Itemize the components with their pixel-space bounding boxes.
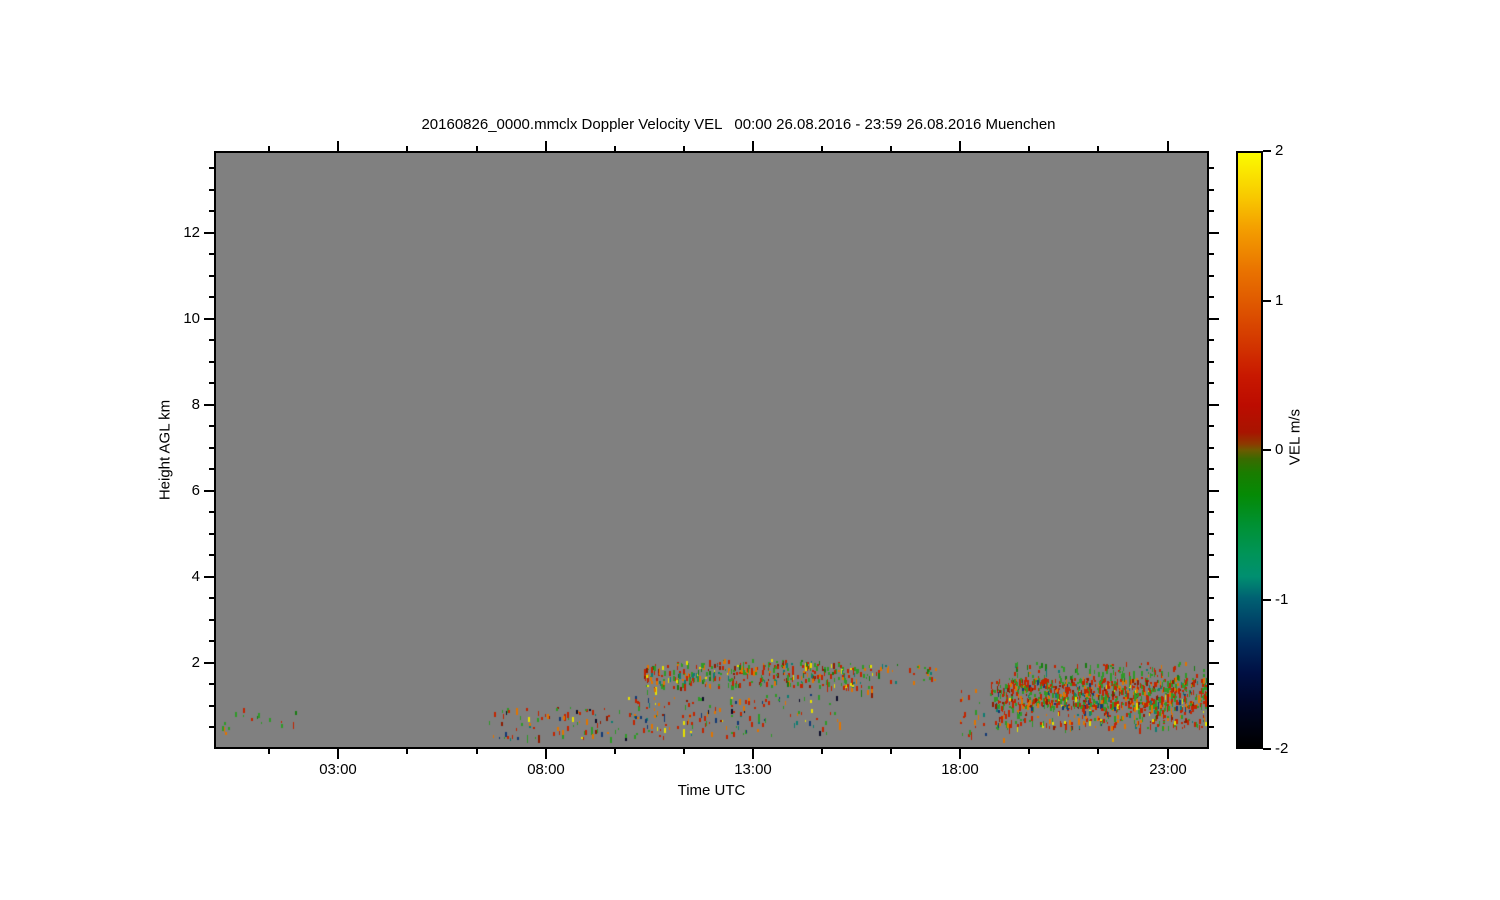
y-tick <box>1209 726 1214 728</box>
y-tick <box>1209 597 1214 599</box>
x-tick <box>268 749 270 754</box>
y-tick <box>1209 640 1214 642</box>
y-tick <box>204 490 214 492</box>
x-tick <box>545 141 547 151</box>
y-tick-label: 4 <box>191 568 200 585</box>
colorbar-tick <box>1263 599 1271 601</box>
y-tick <box>1209 210 1214 212</box>
y-tick <box>204 404 214 406</box>
y-tick <box>1209 404 1219 406</box>
colorbar-tick-label: -2 <box>1275 740 1289 757</box>
x-tick <box>683 749 685 754</box>
x-tick <box>1097 749 1099 754</box>
x-tick <box>1167 749 1169 759</box>
colorbar-tick <box>1263 150 1271 152</box>
colorbar-tick <box>1263 300 1271 302</box>
y-tick <box>1209 339 1214 341</box>
y-tick <box>1209 511 1214 513</box>
y-tick <box>1209 253 1214 255</box>
y-tick <box>1209 318 1219 320</box>
x-axis-label: Time UTC <box>677 782 746 799</box>
y-tick <box>204 318 214 320</box>
x-tick <box>821 749 823 754</box>
colorbar-tick-label: 2 <box>1275 142 1284 159</box>
y-tick <box>1209 447 1214 449</box>
y-tick <box>204 232 214 234</box>
colorbar <box>1236 151 1263 749</box>
x-tick-label: 23:00 <box>1149 761 1187 778</box>
colorbar-label: VEL m/s <box>1286 408 1304 466</box>
x-tick-label: 03:00 <box>319 761 357 778</box>
x-tick <box>959 749 961 759</box>
colorbar-tick-label: 1 <box>1275 292 1284 309</box>
y-axis-label: Height AGL km <box>156 399 174 501</box>
x-tick <box>337 749 339 759</box>
y-tick <box>1209 662 1219 664</box>
y-tick <box>1209 275 1214 277</box>
y-tick-label: 10 <box>183 310 200 327</box>
y-tick <box>1209 425 1214 427</box>
x-tick <box>545 749 547 759</box>
y-tick-label: 2 <box>191 654 200 671</box>
x-tick <box>406 749 408 754</box>
plot-area <box>214 151 1209 749</box>
y-tick <box>1209 533 1214 535</box>
y-tick <box>1209 232 1219 234</box>
y-tick <box>1209 683 1214 685</box>
colorbar-tick-label: -1 <box>1275 591 1289 608</box>
speckle-canvas <box>216 153 1207 747</box>
x-tick <box>1167 141 1169 151</box>
y-tick <box>204 576 214 578</box>
x-tick <box>959 141 961 151</box>
chart-title: 20160826_0000.mmclx Doppler Velocity VEL… <box>421 116 1056 133</box>
y-tick-label: 12 <box>183 224 200 241</box>
x-tick-label: 13:00 <box>734 761 772 778</box>
x-tick <box>752 141 754 151</box>
y-tick <box>1209 705 1214 707</box>
y-tick <box>1209 382 1214 384</box>
y-tick <box>1209 361 1214 363</box>
y-tick <box>1209 576 1219 578</box>
x-tick <box>614 749 616 754</box>
y-tick <box>1209 490 1219 492</box>
x-tick <box>752 749 754 759</box>
y-tick <box>1209 468 1214 470</box>
y-tick <box>1209 167 1214 169</box>
y-tick <box>1209 189 1214 191</box>
y-tick <box>1209 619 1214 621</box>
x-tick-label: 18:00 <box>941 761 979 778</box>
y-tick <box>1209 554 1214 556</box>
x-tick <box>890 749 892 754</box>
x-tick <box>476 749 478 754</box>
x-tick <box>1028 749 1030 754</box>
colorbar-tick <box>1263 748 1271 750</box>
colorbar-tick <box>1263 449 1271 451</box>
x-tick-label: 08:00 <box>527 761 565 778</box>
x-tick <box>337 141 339 151</box>
y-tick <box>1209 296 1214 298</box>
y-tick <box>204 662 214 664</box>
